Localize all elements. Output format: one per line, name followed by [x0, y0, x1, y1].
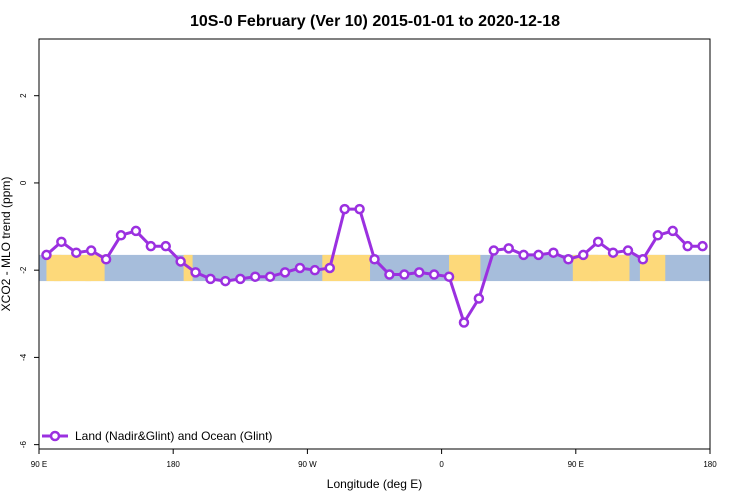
y-tick-label: -4 [19, 353, 28, 361]
data-point [249, 271, 261, 282]
x-tick-label: 180 [167, 460, 181, 469]
plot-area [38, 38, 711, 450]
data-point [339, 203, 350, 215]
legend: Land (Nadir&Glint) and Ocean (Glint) [42, 429, 272, 443]
data-point [369, 254, 380, 265]
y-tick-label: 2 [19, 93, 28, 98]
data-point [175, 256, 186, 267]
data-point [548, 247, 559, 258]
data-point [309, 264, 321, 276]
x-tick-label: 90 E [568, 460, 584, 469]
data-point [205, 273, 216, 285]
data-point [190, 267, 201, 278]
data-point [235, 273, 246, 285]
data-point [220, 275, 231, 287]
data-point [443, 271, 455, 282]
data-point [533, 249, 544, 261]
data-point [592, 236, 604, 248]
map-land [590, 254, 630, 282]
chart-title: 10S-0 February (Ver 10) 2015-01-01 to 20… [190, 13, 560, 30]
data-point [160, 240, 171, 252]
data-point [41, 249, 52, 261]
data-point [294, 262, 306, 274]
data-point [578, 249, 589, 261]
y-tick-label: -2 [19, 266, 28, 274]
x-tick-label: 90 W [298, 460, 317, 469]
data-point [399, 269, 410, 280]
data-point [503, 243, 514, 254]
data-point [607, 247, 619, 258]
y-tick-label: 0 [19, 180, 28, 185]
y-tick-label: -6 [19, 441, 28, 449]
x-tick-label: 180 [703, 460, 717, 469]
y-axis-label: XCO2 - MLO trend (ppm) [0, 177, 13, 312]
data-point [413, 267, 425, 278]
data-point [85, 245, 97, 256]
data-point [488, 245, 500, 256]
map-land [85, 254, 105, 282]
x-tick-label: 90 E [31, 460, 47, 469]
data-point [56, 236, 67, 248]
data-point [518, 249, 529, 261]
x-axis-label: Longitude (deg E) [327, 477, 422, 491]
data-point [652, 230, 664, 241]
data-point [145, 240, 157, 252]
data-point [279, 267, 291, 278]
data-point [130, 225, 142, 237]
legend-label: Land (Nadir&Glint) and Ocean (Glint) [75, 429, 272, 443]
legend-marker-swatch [49, 430, 61, 442]
data-point [458, 317, 470, 328]
data-point [71, 247, 82, 258]
y-axis: 2 0 -2 -4 -6 [19, 93, 39, 448]
series-layer [41, 203, 708, 328]
data-point [563, 254, 574, 265]
data-point [115, 230, 127, 241]
x-tick-label: 0 [439, 460, 444, 469]
data-point [354, 203, 365, 215]
data-point [384, 269, 395, 280]
data-point [428, 269, 440, 280]
data-point [100, 254, 112, 265]
data-point [324, 262, 336, 274]
data-point [264, 271, 276, 282]
data-point [637, 254, 649, 265]
data-point [682, 240, 693, 252]
data-point [667, 225, 678, 237]
data-point [473, 293, 485, 304]
plot-frame [38, 38, 711, 450]
data-point [697, 240, 708, 252]
data-point [622, 245, 634, 256]
map-land [53, 254, 92, 282]
x-axis: 90 E 180 90 W 0 90 E 180 [31, 449, 717, 469]
